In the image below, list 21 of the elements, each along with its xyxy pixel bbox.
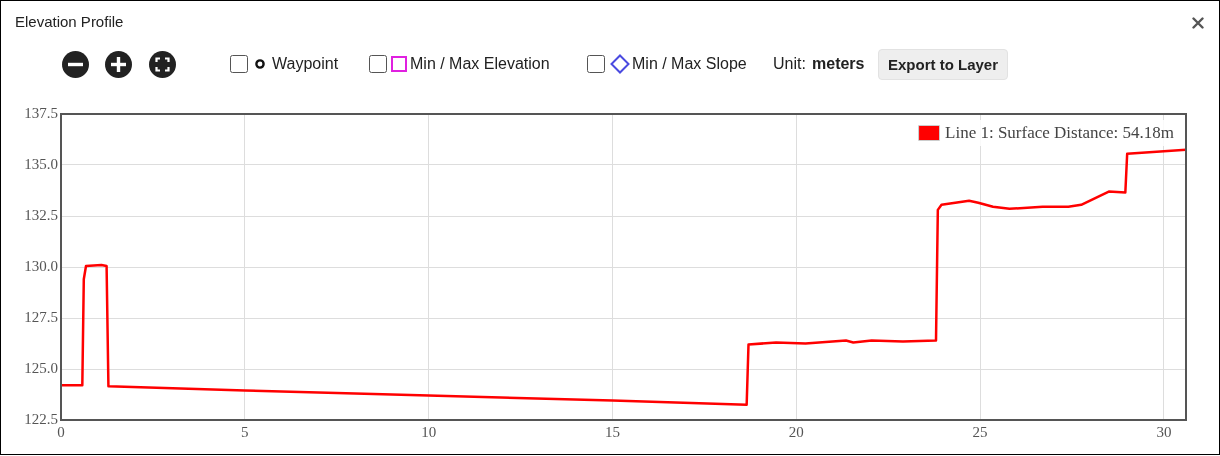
- y-tick-label: 125.0: [24, 359, 58, 376]
- x-tick-label: 15: [604, 423, 620, 440]
- y-tick-label: 130.0: [24, 257, 58, 274]
- y-tick-label: 132.5: [24, 206, 58, 223]
- legend-label: Line 1: Surface Distance: 54.18m: [945, 123, 1175, 143]
- x-tick-label: 20: [788, 423, 804, 440]
- x-tick-label: 25: [972, 423, 988, 440]
- chart-title: Elevation Profile: [15, 12, 124, 32]
- x-tick-label: 0: [57, 423, 65, 440]
- text: Min / Max Elevation: [410, 54, 550, 74]
- text: meters: [812, 54, 865, 74]
- x-tick-label: 30: [1156, 423, 1172, 440]
- text: Min / Max Slope: [632, 54, 747, 74]
- x-tick-label: 10: [421, 423, 437, 440]
- y-tick-label: 135.0: [24, 155, 58, 172]
- y-tick-label: 137.5: [24, 104, 58, 121]
- x-tick-label: 5: [241, 423, 249, 440]
- y-tick-label: 127.5: [24, 308, 58, 325]
- text: Waypoint: [272, 54, 339, 74]
- text: Unit:: [773, 54, 806, 74]
- y-tick-label: 122.5: [24, 410, 58, 427]
